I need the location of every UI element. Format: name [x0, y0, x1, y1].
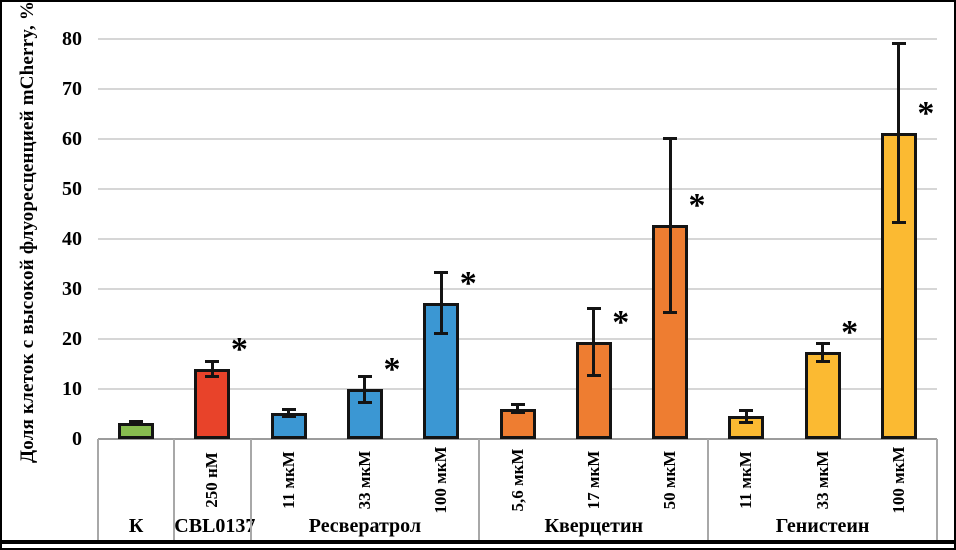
bottom-border-line	[2, 540, 956, 544]
group-divider	[249, 439, 252, 542]
dose-label: 33 мкМ	[812, 450, 832, 510]
y-tick-label: 10	[62, 378, 82, 400]
error-bar	[210, 361, 214, 377]
bar	[804, 352, 841, 439]
dose-label: 100 мкМ	[431, 446, 451, 514]
error-bar-cap-bottom	[663, 310, 678, 314]
error-bar-cap-bottom	[205, 375, 220, 378]
error-bar	[821, 342, 825, 362]
error-bar	[897, 42, 901, 223]
y-tick-label: 20	[62, 328, 82, 350]
error-bar	[439, 271, 443, 334]
y-axis-title: Доля клеток с высокой флуоресценцией mCh…	[17, 0, 38, 463]
dose-label: 5,6 мкМ	[507, 448, 527, 512]
y-gridline	[98, 188, 937, 190]
y-gridline	[98, 88, 937, 90]
y-tick-label: 40	[62, 228, 82, 250]
group-divider	[478, 439, 481, 542]
group-divider	[707, 439, 710, 542]
error-bar	[592, 307, 596, 376]
group-label: Кверцетин	[544, 515, 644, 537]
error-bar-cap-bottom	[434, 331, 449, 335]
error-bar-cap-bottom	[586, 373, 601, 377]
significance-asterisk: *	[383, 351, 401, 388]
bar	[346, 389, 383, 439]
error-bar-cap-bottom	[281, 415, 296, 418]
error-bar-cap-bottom	[357, 400, 372, 404]
y-gridline	[98, 238, 937, 240]
dose-label: 17 мкМ	[583, 450, 603, 510]
error-bar-cap-bottom	[815, 359, 830, 363]
significance-asterisk: *	[459, 264, 477, 302]
group-divider	[936, 439, 938, 542]
significance-asterisk: *	[688, 187, 706, 224]
error-bar-cap-top	[891, 41, 906, 45]
y-tick-label: 70	[62, 78, 82, 100]
y-tick-label: 0	[72, 428, 82, 450]
significance-asterisk: *	[917, 94, 935, 132]
group-label: Ресвератрол	[308, 515, 422, 537]
dose-label: 50 мкМ	[660, 450, 680, 510]
dose-label: 100 мкМ	[888, 446, 908, 514]
y-gridline	[98, 138, 937, 140]
y-tick-label: 50	[62, 178, 82, 200]
group-label: Генистеин	[775, 515, 870, 537]
y-gridline	[98, 38, 937, 40]
error-bar-cap-top	[586, 306, 601, 310]
dose-label: 11 мкМ	[736, 451, 756, 509]
y-tick-label: 80	[62, 28, 82, 50]
dose-label: 11 мкМ	[278, 451, 298, 509]
y-gridline	[98, 288, 937, 290]
dose-label: 33 мкМ	[354, 450, 374, 510]
y-tick-label: 30	[62, 278, 82, 300]
error-bar	[516, 404, 519, 413]
error-bar	[668, 137, 672, 313]
error-bar	[363, 375, 367, 403]
error-bar-cap-bottom	[739, 420, 754, 424]
x-axis-line	[98, 438, 937, 440]
y-gridline	[98, 388, 937, 390]
error-bar	[287, 409, 291, 417]
error-bar-cap-bottom	[891, 220, 906, 224]
error-bar-cap-bottom	[510, 411, 525, 414]
error-bar-cap-top	[434, 270, 449, 274]
significance-asterisk: *	[612, 303, 630, 341]
group-label: К	[128, 515, 144, 537]
error-bar-cap-bottom	[129, 422, 144, 426]
y-gridline	[98, 338, 937, 340]
dose-label: 250 нМ	[202, 452, 222, 508]
error-bar-cap-top	[510, 403, 525, 406]
error-bar-cap-top	[739, 408, 754, 412]
error-bar-cap-top	[281, 408, 296, 411]
error-bar-cap-top	[205, 360, 220, 363]
error-bar	[744, 409, 748, 423]
group-divider	[173, 439, 176, 542]
group-label: CBL0137	[174, 515, 256, 537]
bar	[194, 369, 231, 439]
error-bar-cap-top	[357, 374, 372, 378]
error-bar-cap-top	[129, 419, 144, 423]
group-divider	[97, 439, 99, 542]
error-bar-cap-top	[663, 136, 678, 140]
significance-asterisk: *	[230, 331, 248, 368]
error-bar-cap-top	[815, 341, 830, 345]
significance-asterisk: *	[841, 314, 859, 351]
y-tick-label: 60	[62, 128, 82, 150]
